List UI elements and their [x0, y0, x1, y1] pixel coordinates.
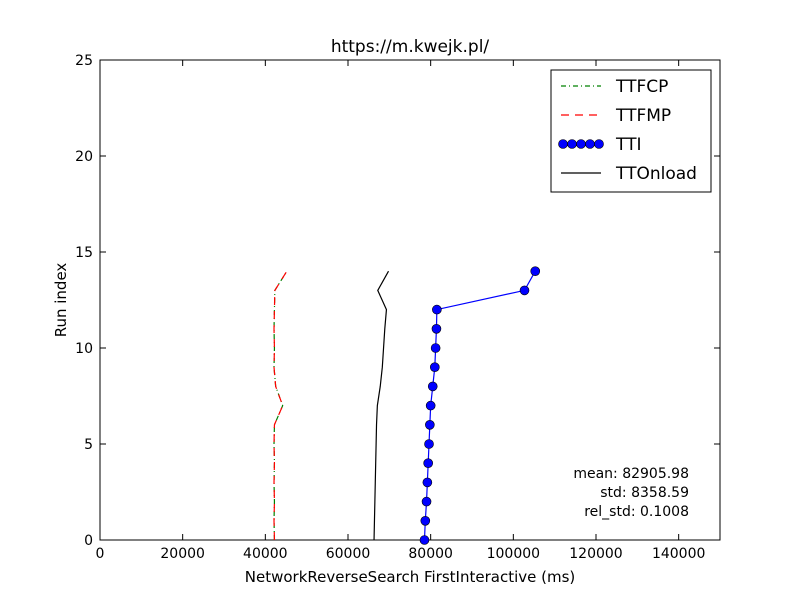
series-line-ttfmp [273, 270, 288, 541]
stats-annotations: mean: 82905.98 std: 8358.59 rel_std: 0.1… [573, 466, 689, 520]
x-tick-label: 0 [96, 546, 105, 562]
legend-label-ttfcp: TTFCP [615, 77, 668, 97]
legend-marker-tti [585, 139, 595, 149]
y-tick-label: 20 [75, 149, 93, 165]
legend-label-tti: TTI [615, 135, 641, 155]
legend-marker-tti [567, 139, 577, 149]
x-axis-label: NetworkReverseSearch FirstInteractive (m… [245, 568, 576, 586]
x-tick-label: 140000 [652, 546, 705, 562]
stats-std: std: 8358.59 [600, 485, 689, 501]
x-tick-label: 100000 [487, 546, 540, 562]
plot-frame [99, 59, 721, 541]
x-tick-label: 120000 [569, 546, 622, 562]
y-axis-label: Run index [52, 263, 70, 338]
data-point-tti [432, 304, 442, 315]
series-line-ttonload [373, 270, 390, 541]
x-tick-label: 40000 [243, 546, 288, 562]
data-point-tti [431, 323, 442, 334]
stats-mean: mean: 82905.98 [573, 466, 689, 482]
data-point-tti [421, 496, 432, 507]
legend-marker-tti [594, 139, 604, 149]
data-point-tti [425, 400, 436, 411]
legend: TTFCP TTFMP TTI TTOnload [550, 69, 712, 193]
chart-title: https://m.kwejk.pl/ [331, 37, 490, 57]
x-tick-label: 80000 [408, 546, 453, 562]
y-tick-label: 0 [84, 533, 93, 549]
data-point-tti [424, 439, 434, 449]
legend-label-ttfmp: TTFMP [615, 106, 671, 126]
legend-label-ttonload: TTOnload [615, 164, 697, 184]
x-tick-label: 20000 [160, 546, 205, 562]
series-layer [273, 266, 541, 545]
data-point-tti [430, 343, 441, 353]
data-point-tti [427, 381, 438, 392]
y-tick-label: 5 [84, 437, 93, 453]
data-point-tti [420, 515, 431, 526]
legend-marker-tti [576, 139, 586, 149]
data-point-tti [422, 477, 433, 488]
x-tick-label: 60000 [326, 546, 371, 562]
y-tick-label: 10 [75, 341, 93, 357]
y-tick-label: 15 [75, 245, 93, 261]
data-point-tti [423, 458, 433, 469]
legend-marker-tti [558, 139, 568, 149]
data-point-tti [429, 362, 440, 373]
data-point-tti [425, 419, 435, 430]
data-point-tti [419, 535, 430, 545]
stats-rel-std: rel_std: 0.1008 [584, 504, 689, 520]
legend-frame [550, 69, 712, 193]
data-point-tti [519, 285, 530, 296]
plot-area: 0 20000 40000 60000 80000 100000 120000 140000 0… [75, 53, 721, 562]
data-point-tti [530, 266, 541, 277]
axis-ticks: 0 20000 40000 60000 80000 100000 120000 140000 0… [75, 53, 720, 562]
y-tick-label: 25 [75, 53, 93, 69]
